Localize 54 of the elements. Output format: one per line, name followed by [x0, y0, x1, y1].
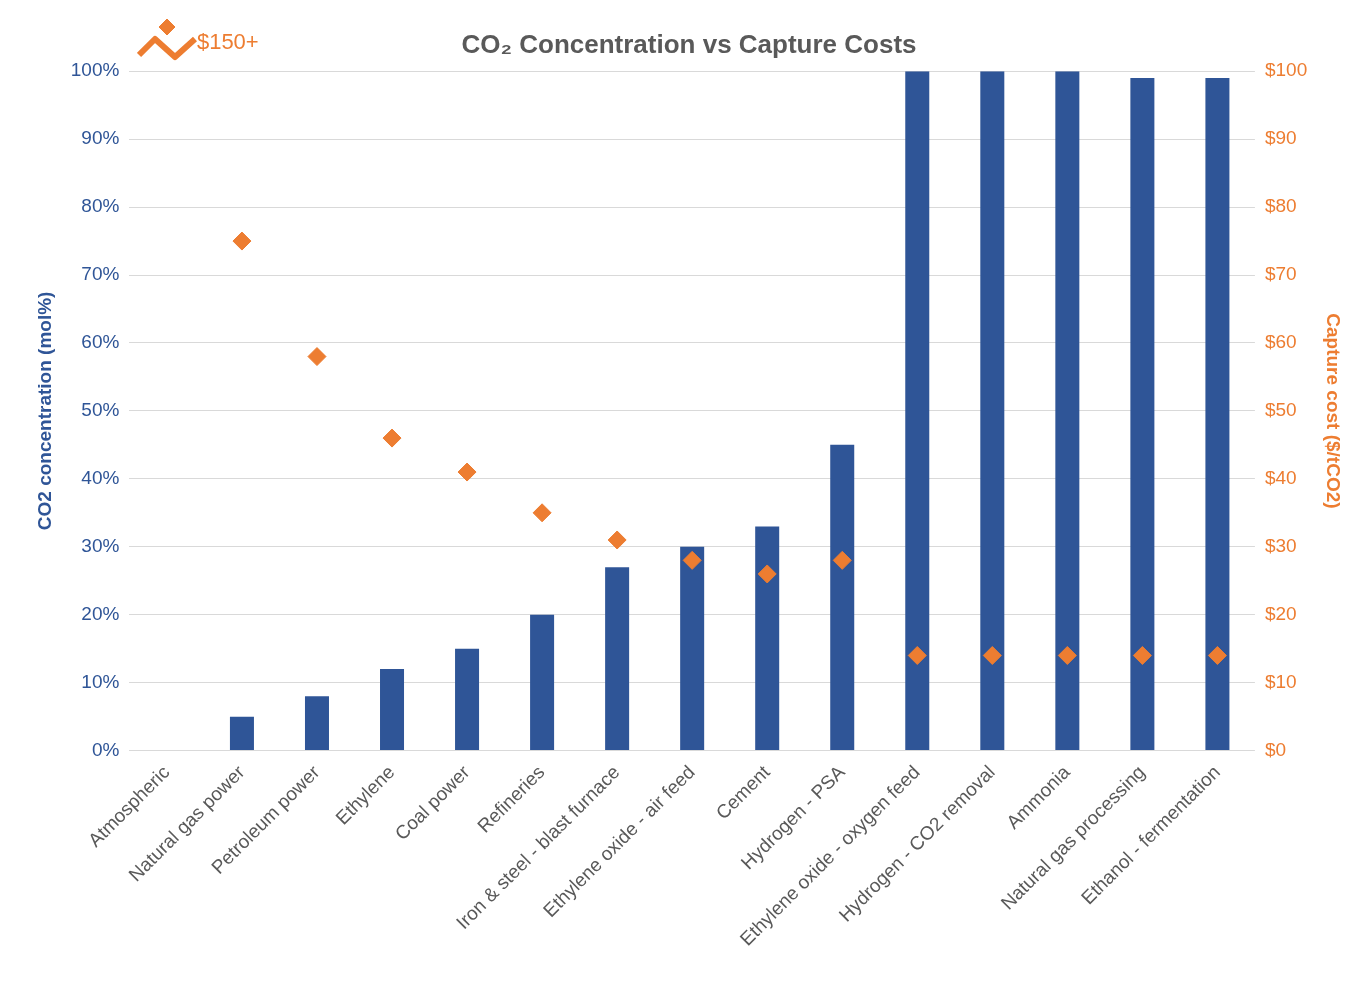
y-tick-label: 70% [81, 263, 120, 285]
bar [680, 546, 705, 751]
point [1057, 645, 1077, 665]
point [1207, 645, 1227, 665]
bar [980, 71, 1005, 751]
y-tick-label: 90% [81, 127, 120, 149]
bar [304, 696, 329, 751]
y-tick-label: 80% [81, 195, 120, 217]
y2-tick-label: $100 [1264, 59, 1308, 81]
y2-tick-label: $60 [1264, 331, 1297, 353]
y2-tick-label: $80 [1264, 195, 1297, 217]
y-tick-label: 60% [81, 331, 120, 353]
point [907, 645, 927, 665]
bar [1055, 71, 1080, 751]
point [1132, 645, 1152, 665]
y2-tick-label: $40 [1264, 467, 1297, 489]
bar [830, 444, 855, 751]
point [307, 347, 327, 367]
bar [605, 567, 630, 751]
y-tick-label: 40% [81, 467, 120, 489]
y-tick-label: 10% [81, 670, 120, 692]
y2-tick-label: $90 [1264, 127, 1297, 149]
point [532, 503, 552, 523]
point [382, 428, 402, 448]
bar [530, 614, 555, 751]
point [457, 462, 477, 482]
point [232, 231, 252, 251]
y-tick-label: 100% [70, 59, 120, 81]
y2-tick-label: $0 [1264, 738, 1287, 760]
text: $150+ [196, 29, 259, 55]
y2-axis-title: Capture cost ($/tCO2) [1323, 313, 1345, 509]
y-tick-label: 50% [81, 399, 120, 421]
y-tick-label: 30% [81, 535, 120, 557]
y2-tick-label: $70 [1264, 263, 1297, 285]
bar [1130, 77, 1155, 751]
point [607, 530, 627, 550]
point [682, 550, 702, 570]
y2-tick-label: $30 [1264, 535, 1297, 557]
bar [755, 526, 780, 751]
point [982, 645, 1002, 665]
y2-tick-label: $50 [1264, 399, 1297, 421]
bar [905, 71, 930, 751]
bar [1205, 77, 1230, 751]
y2-tick-label: $20 [1264, 602, 1297, 624]
y2-tick-label: $10 [1264, 670, 1297, 692]
bar [455, 648, 480, 751]
point [757, 564, 777, 584]
bar [229, 716, 254, 751]
y-tick-label: 20% [81, 602, 120, 624]
y-tick-label: 0% [91, 738, 120, 760]
point [832, 550, 852, 570]
chart-title: CO₂ Concentration vs Capture Costs [461, 28, 917, 59]
y-axis-title: CO2 concentration (mol%) [33, 291, 55, 531]
bar [380, 669, 405, 751]
